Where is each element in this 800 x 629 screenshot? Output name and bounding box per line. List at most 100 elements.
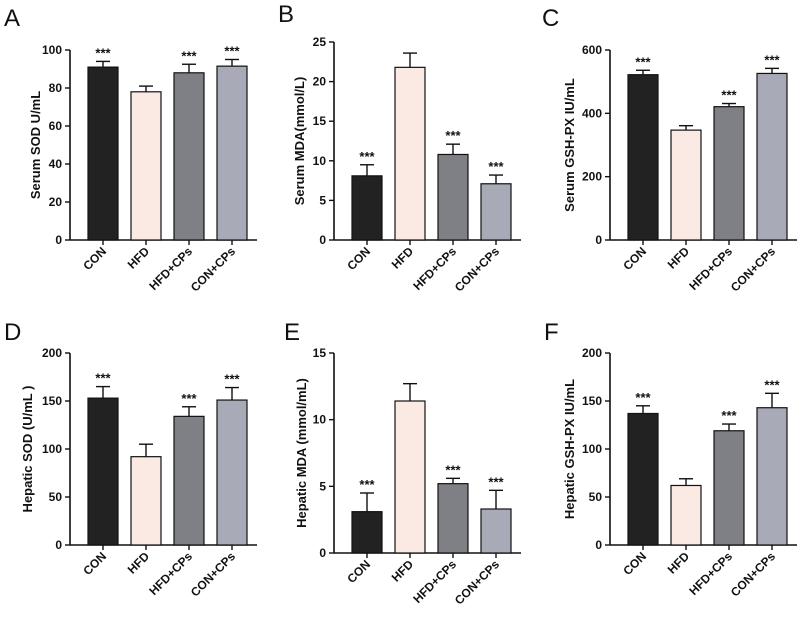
panel-letter: F xyxy=(544,319,559,346)
significance-label: *** xyxy=(721,408,737,423)
panel-c: C Serum GSH-PX IU/mL 0 200 400 600 *** CON HFD **… xyxy=(542,5,797,294)
panel-b: B Serum MDA(mmol/L) 0 5 10 15 20 25 *** CON HFD ***… xyxy=(278,1,521,294)
y-tick-label: 0 xyxy=(55,233,62,247)
y-tick-label: 150 xyxy=(42,394,62,408)
bar-hfd-plus-cps xyxy=(173,415,205,546)
bar-hfd xyxy=(670,484,702,546)
bar-hfd-plus-cps xyxy=(173,72,205,241)
y-tick-label: 0 xyxy=(319,233,326,247)
bar-hfd-plus-cps xyxy=(437,153,469,241)
y-tick-label: 100 xyxy=(42,442,62,456)
y-tick-label: 60 xyxy=(49,119,63,133)
y-tick-label: 600 xyxy=(582,43,602,57)
bar-con xyxy=(627,74,659,241)
bar-hfd-plus-cps xyxy=(713,106,745,241)
category-label: CON+CPs xyxy=(728,549,778,599)
panel-letter: E xyxy=(284,319,300,346)
bar-con xyxy=(87,66,119,241)
category-label: CON xyxy=(344,557,373,586)
bar-con-plus-cps xyxy=(756,72,788,241)
bar-con xyxy=(351,175,383,241)
panel-f: F Hepatic GSH-PX IU/mL 0 50 100 150 200 *** CON H… xyxy=(544,319,797,599)
category-label: HFD xyxy=(125,549,153,577)
y-tick-label: 150 xyxy=(582,394,602,408)
y-tick-label: 0 xyxy=(319,546,326,560)
y-tick-label: 100 xyxy=(582,442,602,456)
significance-label: *** xyxy=(181,391,197,406)
y-tick-label: 20 xyxy=(49,195,63,209)
bar-con xyxy=(627,412,659,546)
category-label: HFD xyxy=(125,244,153,272)
bar-hfd xyxy=(394,400,426,554)
y-axis-label: Serum MDA(mmol/L) xyxy=(292,77,307,206)
y-tick-label: 0 xyxy=(595,538,602,552)
bar-hfd-plus-cps xyxy=(437,483,469,554)
y-tick-label: 100 xyxy=(42,43,62,57)
y-axis-label: Hepatic GSH-PX IU/mL xyxy=(562,379,577,519)
bar-hfd-plus-cps xyxy=(713,430,745,546)
category-label: HFD xyxy=(665,549,693,577)
y-tick-label: 50 xyxy=(589,490,603,504)
category-label: HFD xyxy=(389,557,417,585)
y-tick-label: 50 xyxy=(49,490,63,504)
significance-label: *** xyxy=(764,52,780,67)
y-tick-label: 0 xyxy=(595,233,602,247)
y-tick-label: 80 xyxy=(49,81,63,95)
y-tick-label: 25 xyxy=(313,35,327,49)
category-label: CON+CPs xyxy=(188,244,238,294)
y-tick-label: 5 xyxy=(319,193,326,207)
category-label: CON xyxy=(80,549,109,578)
significance-label: *** xyxy=(95,45,111,60)
y-tick-label: 10 xyxy=(313,413,327,427)
bar-hfd xyxy=(130,456,162,546)
significance-label: *** xyxy=(359,149,375,164)
significance-label: *** xyxy=(488,474,504,489)
bar-con-plus-cps xyxy=(216,65,248,241)
significance-label: *** xyxy=(721,88,737,103)
panel-letter: C xyxy=(542,5,559,32)
category-label: CON xyxy=(344,244,373,273)
y-tick-label: 20 xyxy=(313,75,327,89)
category-label: CON+CPs xyxy=(188,549,238,599)
significance-label: *** xyxy=(95,371,111,386)
panel-letter: D xyxy=(4,319,21,346)
bar-hfd xyxy=(394,66,426,241)
panel-e: E Hepatic MDA (mmol/mL) 0 5 10 15 *** CON HFD ***… xyxy=(284,319,521,607)
y-axis-label: Hepatic MDA (mmol/mL) xyxy=(294,378,309,528)
y-tick-label: 200 xyxy=(582,170,602,184)
significance-label: *** xyxy=(224,44,240,59)
category-label: CON+CPs xyxy=(452,557,502,607)
panel-letter: B xyxy=(278,1,294,28)
significance-label: *** xyxy=(488,159,504,174)
bar-hfd xyxy=(130,91,162,241)
bar-con-plus-cps xyxy=(216,399,248,546)
y-tick-label: 40 xyxy=(49,157,63,171)
significance-label: *** xyxy=(764,377,780,392)
category-label: HFD xyxy=(665,244,693,272)
bar-hfd xyxy=(670,129,702,241)
significance-label: *** xyxy=(635,54,651,69)
y-tick-label: 200 xyxy=(582,346,602,360)
bar-con-plus-cps xyxy=(480,183,512,241)
category-label: HFD xyxy=(389,244,417,272)
significance-label: *** xyxy=(635,390,651,405)
significance-label: *** xyxy=(359,477,375,492)
y-tick-label: 5 xyxy=(319,479,326,493)
y-tick-label: 15 xyxy=(313,114,327,128)
bar-con xyxy=(351,511,383,554)
category-label: CON xyxy=(620,244,649,273)
bar-con xyxy=(87,397,119,546)
category-label: CON+CPs xyxy=(452,244,502,294)
category-label: CON xyxy=(620,549,649,578)
y-tick-label: 400 xyxy=(582,106,602,120)
panel-d: D Hepatic SOD (U/mL ) 0 50 100 150 200 *** CON HF… xyxy=(4,319,257,599)
y-axis-label: Hepatic SOD (U/mL ) xyxy=(20,386,35,513)
bar-con-plus-cps xyxy=(480,508,512,554)
y-axis-label: Serum SOD U/mL xyxy=(28,91,43,199)
y-tick-label: 200 xyxy=(42,346,62,360)
y-tick-label: 15 xyxy=(313,346,327,360)
significance-label: *** xyxy=(445,462,461,477)
